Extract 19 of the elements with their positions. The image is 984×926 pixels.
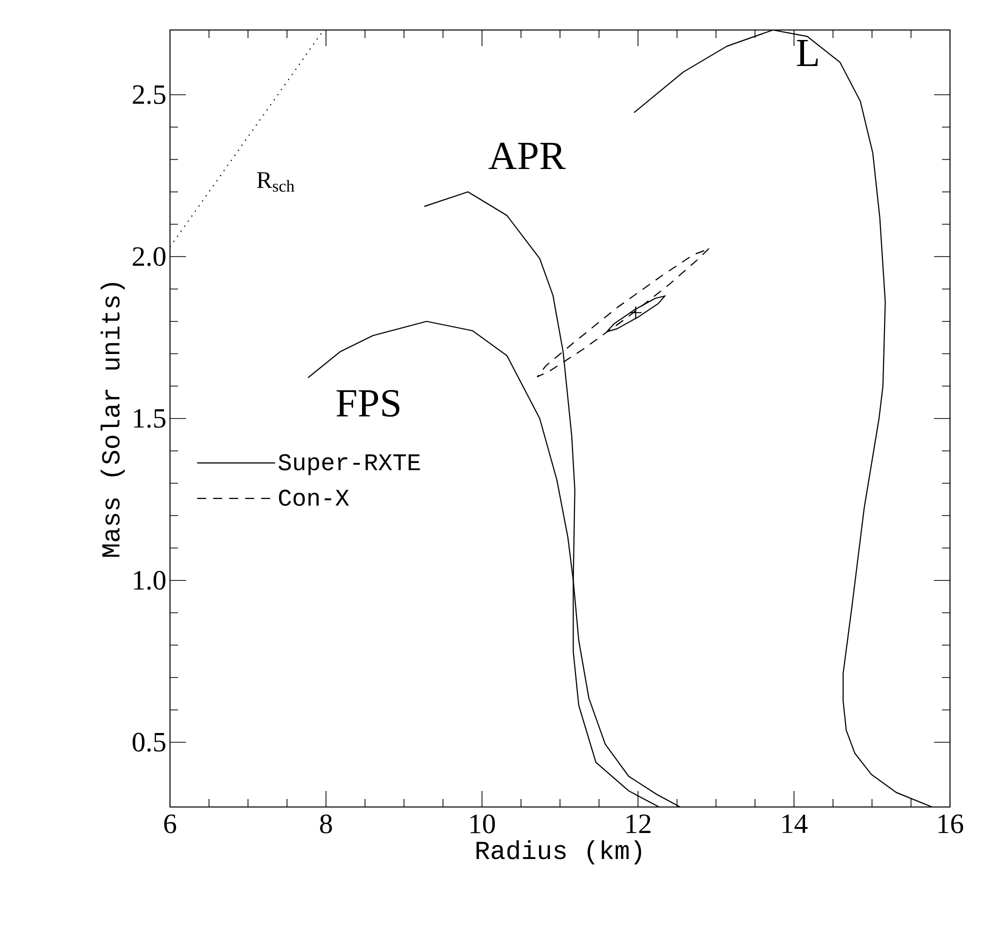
x-tick-label: 14 [782,814,808,833]
x-tick-label: 6 [164,814,176,834]
x-axis-title: Radius (km) [476,840,642,864]
series-label: R$_{sch}$ [256,172,294,192]
x-tick-label: 12 [626,814,650,833]
y-tick-label: 1.5 [134,409,166,428]
legend-label: Super-RXTE [278,454,420,476]
x-tick-label: 16 [938,814,964,834]
y-axis-title: Mass (Solar units) [100,283,125,557]
legend-label: L [796,40,818,66]
series-label: FPS [336,390,400,417]
y-tick-label: 2.0 [132,247,166,266]
series-label: APR [488,142,566,170]
legend-label: Con-X [278,490,349,506]
x-tick-label: 8 [320,814,332,834]
y-tick-label: 2.5 [132,85,166,104]
y-tick-label: 1.0 [134,570,166,590]
x-tick-label: 10 [470,814,495,834]
y-tick-label: 0.5 [132,732,166,752]
